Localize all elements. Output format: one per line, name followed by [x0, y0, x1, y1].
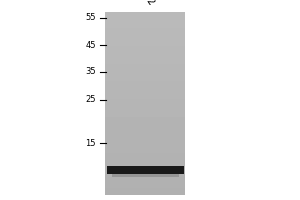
Text: 45: 45 [85, 40, 96, 49]
Text: 25: 25 [85, 96, 96, 104]
Text: 35: 35 [85, 68, 96, 76]
Bar [112, 174, 179, 177]
Text: 55: 55 [85, 14, 96, 22]
Text: K562: K562 [134, 0, 156, 8]
Text: 15: 15 [85, 138, 96, 148]
Bar [107, 166, 184, 174]
